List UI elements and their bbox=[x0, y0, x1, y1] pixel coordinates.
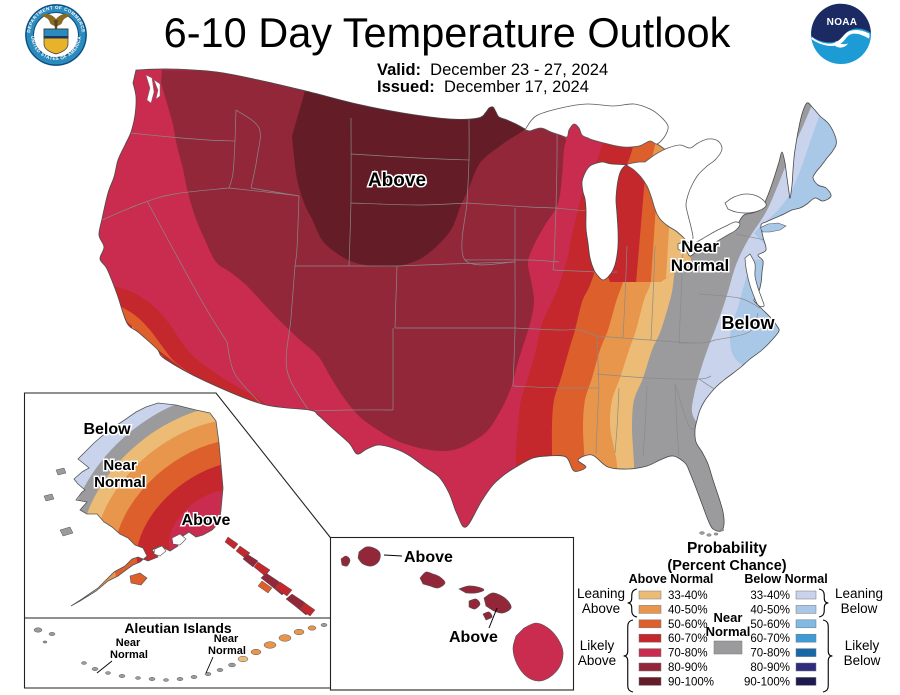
svg-text:Below: Below bbox=[83, 421, 131, 438]
svg-text:NOAA: NOAA bbox=[827, 17, 858, 28]
svg-text:40-50%: 40-50% bbox=[750, 604, 790, 616]
svg-text:(Percent Chance): (Percent Chance) bbox=[667, 558, 786, 574]
svg-text:Normal: Normal bbox=[208, 645, 246, 657]
svg-text:50-60%: 50-60% bbox=[668, 619, 708, 631]
svg-text:Above: Above bbox=[578, 653, 616, 668]
svg-text:33-40%: 33-40% bbox=[750, 590, 790, 602]
svg-text:Above: Above bbox=[182, 512, 231, 529]
svg-text:Normal: Normal bbox=[94, 474, 146, 491]
svg-text:60-70%: 60-70% bbox=[750, 633, 790, 645]
svg-text:Above: Above bbox=[449, 629, 498, 646]
svg-text:80-90%: 80-90% bbox=[668, 662, 708, 674]
svg-text:Above: Above bbox=[368, 170, 426, 191]
svg-text:80-90%: 80-90% bbox=[750, 662, 790, 674]
svg-text:40-50%: 40-50% bbox=[668, 604, 708, 616]
svg-text:70-80%: 70-80% bbox=[668, 648, 708, 660]
svg-text:Probability: Probability bbox=[687, 540, 767, 557]
svg-text:Above: Above bbox=[582, 601, 620, 616]
svg-text:33-40%: 33-40% bbox=[668, 590, 708, 602]
svg-text:70-80%: 70-80% bbox=[750, 648, 790, 660]
svg-text:Leaning: Leaning bbox=[577, 586, 625, 601]
svg-text:50-60%: 50-60% bbox=[750, 619, 790, 631]
svg-text:Near: Near bbox=[714, 610, 743, 625]
svg-text:Normal: Normal bbox=[110, 649, 148, 661]
svg-text:Likely: Likely bbox=[845, 638, 880, 653]
svg-text:Aleutian Islands: Aleutian Islands bbox=[124, 620, 232, 636]
svg-text:Leaning: Leaning bbox=[835, 586, 883, 601]
svg-text:Normal: Normal bbox=[706, 624, 751, 639]
svg-text:Normal: Normal bbox=[671, 256, 730, 275]
svg-text:Below Normal: Below Normal bbox=[744, 572, 827, 586]
svg-text:90-100%: 90-100% bbox=[744, 676, 790, 688]
svg-text:Likely: Likely bbox=[580, 638, 615, 653]
svg-text:Above Normal: Above Normal bbox=[629, 572, 714, 586]
svg-text:Below: Below bbox=[841, 601, 878, 616]
svg-text:Near: Near bbox=[681, 237, 719, 256]
svg-text:Below: Below bbox=[844, 653, 881, 668]
svg-text:Below: Below bbox=[721, 313, 775, 333]
svg-text:Near: Near bbox=[116, 637, 141, 649]
svg-text:Near: Near bbox=[214, 633, 239, 645]
svg-text:60-70%: 60-70% bbox=[668, 633, 708, 645]
svg-text:Near: Near bbox=[103, 457, 137, 474]
svg-text:Above: Above bbox=[404, 549, 453, 566]
svg-text:90-100%: 90-100% bbox=[668, 676, 714, 688]
